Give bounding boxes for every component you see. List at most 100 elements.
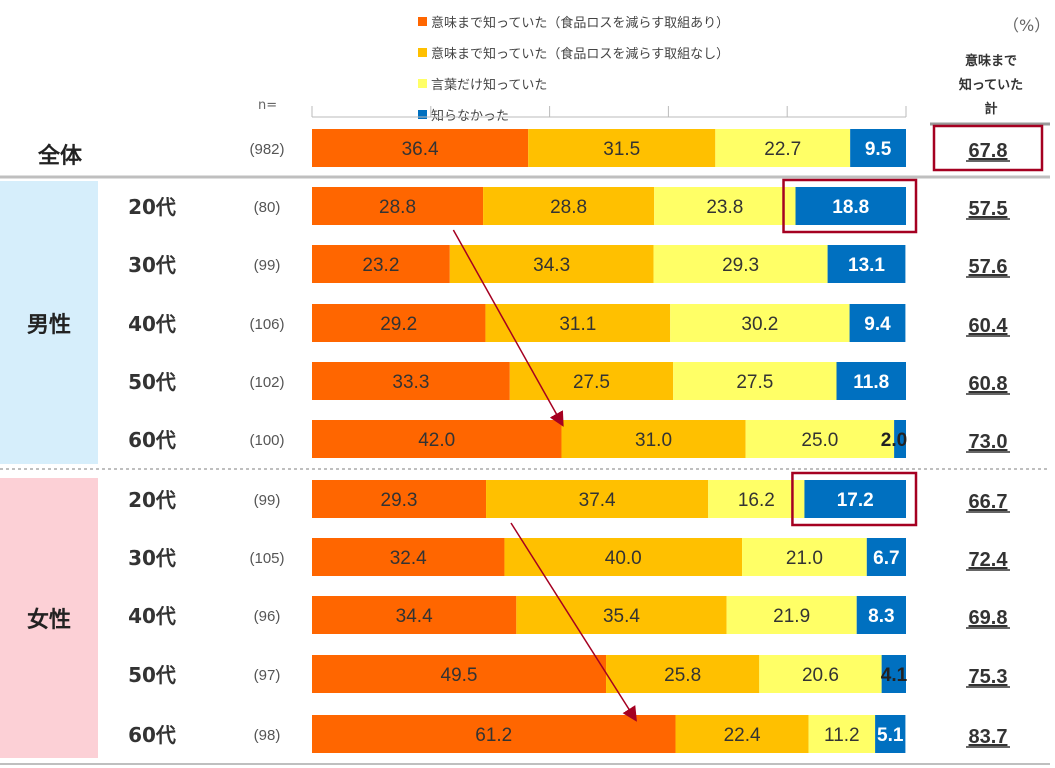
legend-label: 意味まで知っていた（食品ロスを減らす取組あり） [431,16,730,31]
total-value: 57.6 [969,256,1008,278]
bar-segment [516,596,727,634]
bar-segment [528,129,716,167]
data-label: 4.1 [881,665,908,686]
total-value: 60.8 [969,373,1008,395]
row-n: (96) [254,608,281,625]
bar-segment [875,715,906,753]
total-column-header: 意味まで 知っていた 計 [952,50,1030,122]
total-value: 83.7 [969,726,1008,748]
row-n: (106) [249,316,284,333]
legend-item: 言葉だけ知っていた [418,68,729,99]
legend-label: 意味まで知っていた（食品ロスを減らす取組なし） [431,47,730,62]
data-label: 6.7 [873,548,899,569]
row-label: 50代 [128,370,176,394]
legend-swatch [418,110,427,119]
data-label: 25.8 [664,665,701,686]
data-label: 29.2 [380,314,417,335]
bar-segment [312,655,607,693]
n-header: n= [258,98,278,113]
bar-segment [483,187,655,225]
total-value: 60.4 [969,315,1009,337]
row-label: 20代 [128,488,176,512]
legend-swatch [418,79,427,88]
bar-segment [726,596,857,634]
bar-segment [675,715,809,753]
bar-segment [312,362,510,400]
row-n: (100) [249,432,284,449]
row-n: (105) [249,550,284,567]
data-label: 2.0 [881,430,907,451]
legend-swatch [418,17,427,26]
bar-segment [850,129,906,167]
bar-segment [654,187,796,225]
bar-segment [504,538,743,576]
data-label: 25.0 [801,430,838,451]
trend-arrow [510,522,637,722]
data-label: 13.1 [848,255,885,276]
trend-arrow [452,229,564,427]
legend-label: 言葉だけ知っていた [431,78,548,93]
bar-segment [673,362,837,400]
data-label: 18.8 [832,197,869,218]
data-label: 23.8 [706,197,743,218]
total-value: 75.3 [969,666,1008,688]
data-label: 28.8 [379,197,416,218]
data-label: 29.3 [381,490,418,511]
data-label: 32.4 [390,548,427,569]
data-label: 9.5 [865,139,892,160]
total-value: 69.8 [969,607,1008,629]
row-label: 30代 [128,546,176,570]
bar-segment [894,420,906,458]
total-value: 72.4 [969,549,1009,571]
bar-segment [715,129,851,167]
data-label: 23.2 [362,255,399,276]
data-label: 8.3 [868,606,894,627]
total-value: 73.0 [969,431,1008,453]
data-label: 31.5 [603,139,640,160]
bar-segment [509,362,674,400]
bar-segment [653,245,828,283]
bar-segment [866,538,906,576]
data-label: 5.1 [877,725,904,746]
bar-segment [804,480,906,518]
legend-item: 意味まで知っていた（食品ロスを減らす取組なし） [418,37,729,68]
data-label: 27.5 [736,372,773,393]
data-label: 40.0 [605,548,642,569]
data-label: 34.4 [396,606,433,627]
bar-segment [808,715,876,753]
data-label: 16.2 [738,490,775,511]
data-label: 22.7 [764,139,801,160]
bar-segment [795,187,906,225]
legend-item: 意味まで知っていた（食品ロスを減らす取組あり） [418,6,729,37]
bar-segment [856,596,906,634]
bar-segment [670,304,850,342]
row-label: 60代 [128,723,176,747]
data-label: 9.4 [864,314,891,335]
data-label: 11.8 [853,372,889,393]
row-n: (80) [254,199,281,216]
bar-segment [312,596,517,634]
total-header-line: 意味まで [964,54,1017,69]
legend-swatch [418,48,427,57]
data-label: 21.9 [773,606,810,627]
bar-segment [312,304,486,342]
row-label: 20代 [128,195,176,219]
bar-segment [312,129,529,167]
total-header-line: 知っていた [958,78,1024,93]
unit-label: （%） [1003,16,1051,35]
row-label: 60代 [128,428,176,452]
data-label: 49.5 [441,665,478,686]
bar-segment [849,304,906,342]
bar-segment [561,420,746,458]
bar-segment [312,187,484,225]
bar-segment [708,480,805,518]
bar-segment [449,245,654,283]
row-label: 40代 [128,604,176,628]
bar-segment [759,655,882,693]
bar-segment [485,304,671,342]
male-group-label: 男性 [26,312,71,338]
data-label: 33.3 [392,372,429,393]
total-value: 66.7 [969,491,1008,513]
row-label: 30代 [128,253,176,277]
